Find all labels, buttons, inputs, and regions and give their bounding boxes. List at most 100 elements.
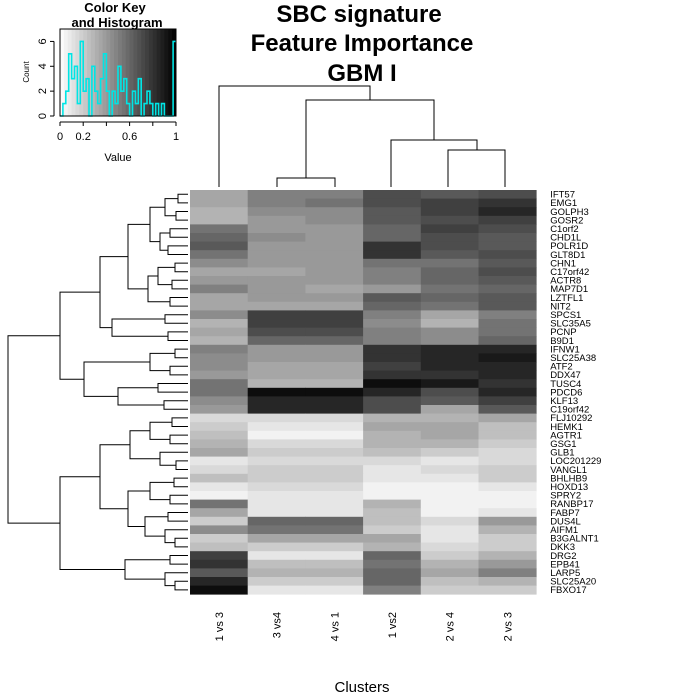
- row-dendrogram-branch: [157, 383, 188, 393]
- heatmap-cell: [478, 379, 537, 389]
- color-key-swatch: [145, 29, 150, 116]
- heatmap-cell: [363, 327, 422, 337]
- heatmap-cell: [420, 482, 479, 492]
- heatmap-cell: [305, 516, 364, 526]
- heatmap-cell: [420, 473, 479, 483]
- heatmap-cell: [420, 301, 479, 311]
- heatmap-cell: [247, 491, 306, 500]
- heatmap-cell: [190, 585, 249, 595]
- heatmap-cell: [190, 310, 249, 320]
- heatmap-cell: [305, 387, 364, 397]
- heatmap-cell: [363, 473, 422, 483]
- heatmap-cell: [305, 525, 364, 535]
- column-dendrogram-branch: [447, 149, 506, 187]
- row-label: C19orf42: [550, 405, 589, 416]
- color-key-swatch: [129, 29, 134, 116]
- heatmap-cell: [247, 241, 306, 251]
- row-label: VANGL1: [550, 465, 587, 476]
- heatmap-cell: [478, 534, 537, 543]
- heatmap-cell: [190, 534, 249, 543]
- column-dendrogram-branch: [305, 99, 435, 178]
- heatmap-cell: [363, 215, 422, 225]
- heatmap-cell: [478, 233, 537, 242]
- heatmap-cell: [305, 413, 364, 423]
- heatmap-cell: [190, 233, 249, 242]
- heatmap-cell: [420, 430, 479, 440]
- row-dendrogram-branch: [99, 256, 128, 329]
- row-label: PDCD6: [550, 387, 582, 398]
- heatmap-cell: [363, 379, 422, 389]
- row-label: GLT8D1: [550, 250, 585, 261]
- color-key-swatch: [110, 29, 115, 116]
- color-key-swatch: [106, 29, 111, 116]
- row-labels: IFT57EMG1GOLPH3GOSR2C1orf2CHD1LPOLR1DGLT…: [550, 190, 601, 597]
- heatmap-cell: [247, 516, 306, 526]
- heatmap-cell: [478, 422, 537, 432]
- heatmap-cell: [478, 370, 537, 380]
- color-key-swatch: [83, 29, 88, 116]
- heatmap-cell: [247, 473, 306, 483]
- heatmap-cell: [190, 215, 249, 225]
- color-key-swatch: [63, 29, 69, 116]
- heatmap-cell: [247, 577, 306, 586]
- heatmap-cell: [420, 207, 479, 217]
- heatmap-cell: [305, 267, 364, 277]
- heatmap-cell: [247, 534, 306, 543]
- heatmap-cell: [420, 276, 479, 285]
- heatmap-cell: [478, 344, 537, 354]
- row-dendrogram-branch: [124, 559, 170, 580]
- row-label: FBXO17: [550, 585, 586, 596]
- row-label: RANBP17: [550, 499, 593, 510]
- row-label: AGTR1: [550, 430, 582, 441]
- heatmap-cell: [247, 224, 306, 234]
- row-dendrogram-branch: [117, 387, 164, 406]
- heatmap-cell: [305, 379, 364, 389]
- heatmap-cell: [190, 293, 249, 303]
- heatmap-cell: [420, 448, 479, 457]
- heatmap-cell: [420, 258, 479, 268]
- heatmap-cell: [363, 534, 422, 543]
- row-dendrogram-branch: [164, 572, 188, 587]
- row-dendrogram-branch: [175, 460, 188, 470]
- heatmap-cell: [363, 499, 422, 509]
- heatmap-cell: [305, 301, 364, 311]
- heatmap-cell: [190, 336, 249, 346]
- heatmap-cell: [363, 336, 422, 346]
- color-key-swatch: [156, 29, 162, 116]
- heatmap-cell: [247, 439, 306, 449]
- heatmap-cell: [305, 284, 364, 294]
- heatmap-cell: [247, 568, 306, 578]
- heatmap-cell: [190, 413, 249, 423]
- row-dendrogram-branch: [147, 275, 170, 303]
- heatmap-cell: [247, 551, 306, 561]
- row-label: CHD1L: [550, 233, 581, 244]
- heatmap-cell: [305, 319, 364, 328]
- heatmap-cell: [478, 319, 537, 328]
- heatmap-cell: [363, 396, 422, 406]
- row-dendrogram-branch: [174, 580, 188, 591]
- heatmap-cell: [190, 353, 249, 363]
- heatmap-cell: [420, 387, 479, 397]
- heatmap-cell: [363, 516, 422, 526]
- heatmap-cell: [247, 344, 306, 354]
- heatmap-cell: [478, 448, 537, 457]
- color-key-xlabel: Value: [104, 152, 131, 164]
- heatmap-cell: [305, 551, 364, 561]
- row-label: GLB1: [550, 448, 574, 459]
- row-label: HEMK1: [550, 422, 583, 433]
- heatmap-cell: [190, 430, 249, 440]
- heatmap-cell: [478, 387, 537, 397]
- row-dendrogram-branch: [169, 297, 188, 307]
- row-label: MAP7D1: [550, 284, 588, 295]
- heatmap-cell: [478, 353, 537, 363]
- heatmap-cell: [363, 387, 422, 397]
- column-dendrogram-branch: [218, 85, 371, 187]
- row-label: BHLHB9: [550, 473, 587, 484]
- heatmap-cell: [190, 319, 249, 328]
- color-key-y-tick-label: 4: [37, 63, 49, 69]
- heatmap-cell: [478, 250, 537, 260]
- heatmap-cell: [363, 491, 422, 500]
- heatmap-cell: [478, 577, 537, 586]
- heatmap-cell: [420, 525, 479, 535]
- heatmap-cell: [190, 439, 249, 449]
